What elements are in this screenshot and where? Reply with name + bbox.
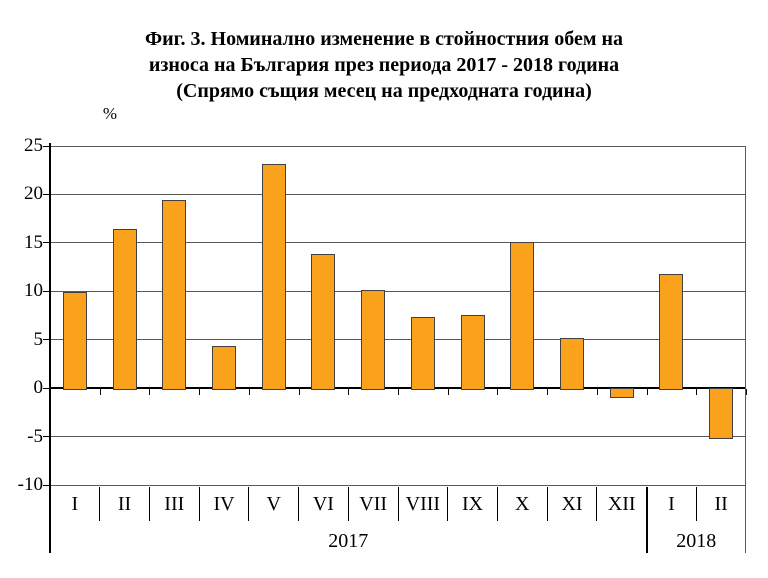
y-tick-label--5: -5 <box>27 425 43 447</box>
zero-line-tick-10 <box>547 389 549 396</box>
y-tick-label-10: 10 <box>24 280 43 302</box>
y-tick-label-0: 0 <box>33 377 44 399</box>
y-axis-unit-label: % <box>102 104 118 123</box>
x-tick-label-10: X <box>515 493 530 515</box>
x-tick-label-9: IX <box>462 493 484 515</box>
zero-line-tick-2 <box>149 389 151 396</box>
zero-line-tick-11 <box>596 389 598 396</box>
month-separator-13 <box>695 487 697 521</box>
x-tick-label-13: I <box>668 493 675 515</box>
gridline-25 <box>50 145 746 147</box>
month-separator-7 <box>397 487 399 521</box>
month-separator-4 <box>248 487 250 521</box>
y-axis-tick--5 <box>43 436 50 438</box>
x-tick-label-3: III <box>164 493 185 515</box>
bar-6-VI <box>311 254 336 391</box>
y-tick-label-5: 5 <box>33 328 44 350</box>
x-tick-label-5: V <box>266 493 281 515</box>
x-tick-label-14: II <box>714 493 728 515</box>
x-tick-label-6: VI <box>312 493 334 515</box>
year-label-2017: 2017 <box>328 530 369 552</box>
bar-11-XI <box>560 337 584 391</box>
zero-line-tick-12 <box>646 389 648 396</box>
zero-line-tick-9 <box>497 389 499 396</box>
bar-7-VII <box>361 290 386 391</box>
month-separator-11 <box>596 487 598 521</box>
chart-title-line-2: износа на България през периода 2017 - 2… <box>148 54 620 76</box>
x-tick-label-4: IV <box>213 493 235 515</box>
x-tick-label-7: VII <box>359 493 388 515</box>
y-axis-tick-20 <box>43 193 50 195</box>
bar-10-X <box>510 241 535 391</box>
bar-3-III <box>162 200 187 391</box>
chart-title-line-3: (Спрямо същия месец на предходната годин… <box>176 80 592 102</box>
y-axis-tick-10 <box>43 290 50 292</box>
bar-5-V <box>261 164 286 391</box>
x-tick-label-12: XII <box>607 493 636 515</box>
y-axis-tick-15 <box>43 242 50 244</box>
y-axis-tick--10 <box>43 484 50 486</box>
bar-12-XII <box>609 388 634 398</box>
bar-14-II <box>709 388 734 440</box>
month-separator-6 <box>347 487 349 521</box>
bar-8-VIII <box>410 317 435 391</box>
zero-line-tick-14 <box>746 389 747 396</box>
x-tick-label-8: VIII <box>405 493 441 515</box>
gridline-10 <box>50 290 746 292</box>
gridline--5 <box>50 436 746 438</box>
year-divider <box>645 487 648 553</box>
bar-4-IV <box>212 346 236 391</box>
y-tick-label--10: -10 <box>17 474 43 495</box>
zero-line-tick-7 <box>398 389 399 396</box>
gridline-20 <box>50 193 746 195</box>
gridline-15 <box>50 242 746 244</box>
month-separator-10 <box>546 487 548 521</box>
bar-1-I <box>62 292 87 391</box>
plot-right-border <box>745 146 746 553</box>
zero-line-tick-5 <box>298 389 300 396</box>
zero-line-tick-6 <box>348 389 350 396</box>
month-separator-2 <box>148 487 150 521</box>
y-tick-label-15: 15 <box>24 231 43 253</box>
zero-line-tick-1 <box>99 389 101 396</box>
x-tick-label-1: I <box>71 493 79 515</box>
chart-title: Фиг. 3. Номинално изменение в стойностни… <box>0 26 768 104</box>
zero-line-tick-4 <box>248 389 250 396</box>
bar-2-II <box>112 229 137 391</box>
month-separator-3 <box>198 487 200 521</box>
y-tick-label-25: 25 <box>24 135 43 156</box>
gridline-0 <box>50 387 746 390</box>
y-tick-label-20: 20 <box>24 183 43 205</box>
y-axis-tick-25 <box>43 145 50 147</box>
month-separator-9 <box>496 487 498 521</box>
x-tick-label-11: XI <box>561 493 583 515</box>
zero-line-tick-3 <box>199 389 201 396</box>
x-tick-label-2: II <box>117 493 132 515</box>
y-axis-line <box>49 143 51 553</box>
bar-13-I <box>659 273 684 391</box>
gridline-5 <box>50 339 746 341</box>
year-label-2018: 2018 <box>676 530 717 552</box>
month-separator-1 <box>99 487 101 521</box>
chart-title-line-1: Фиг. 3. Номинално изменение в стойностни… <box>144 28 623 50</box>
zero-line-tick-8 <box>447 389 449 396</box>
gridline--10 <box>50 484 746 486</box>
month-separator-8 <box>447 487 449 521</box>
month-separator-5 <box>298 487 300 521</box>
zero-line-tick-13 <box>696 389 698 396</box>
y-axis-tick-5 <box>43 339 50 341</box>
bar-9-IX <box>460 314 485 391</box>
y-axis-tick-0 <box>43 387 50 389</box>
